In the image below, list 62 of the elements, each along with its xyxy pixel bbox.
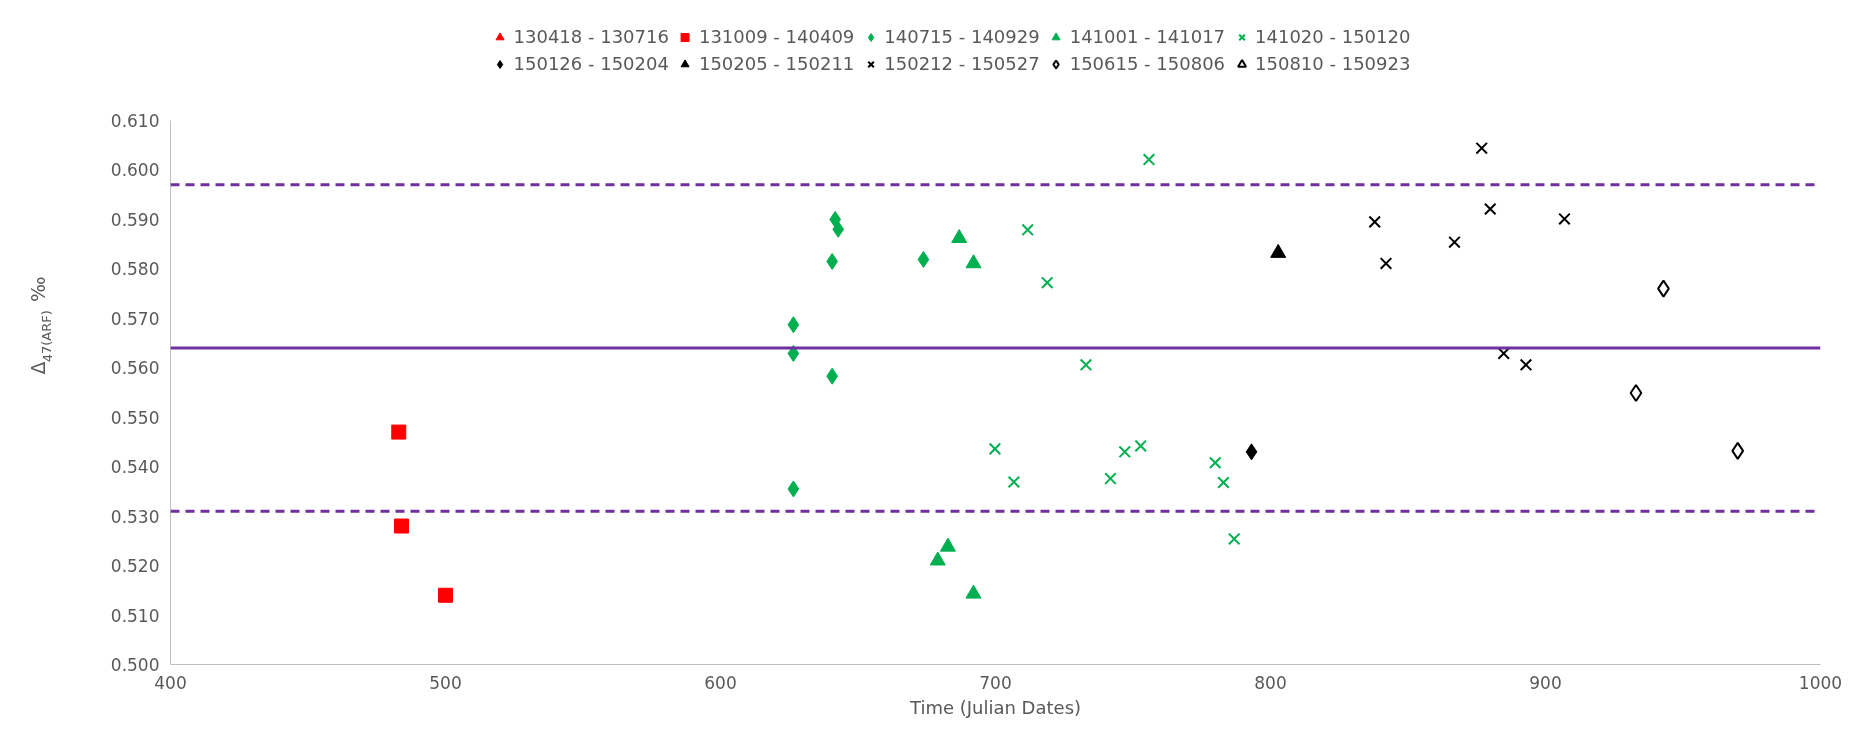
point [1245, 443, 1258, 461]
legend-label: 150810 - 150923 [1255, 53, 1411, 74]
legend-label: 141001 - 141017 [1069, 26, 1226, 47]
point [965, 254, 982, 269]
point [1142, 153, 1156, 166]
x-tick-label: 700 [979, 672, 1012, 693]
legend-label: 141020 - 150120 [1255, 26, 1411, 47]
point [1629, 383, 1643, 402]
point [988, 442, 1002, 456]
y-tick-label: 0.580 [110, 259, 160, 280]
x-tick-label: 900 [1529, 672, 1562, 693]
y-tick-label: 0.560 [110, 358, 160, 379]
point [1007, 475, 1021, 489]
x-tick-label: 400 [154, 672, 187, 693]
x-tick-label: 800 [1254, 672, 1287, 693]
x-tick-label: 1000 [1798, 672, 1843, 693]
y-tick-label: 0.510 [110, 605, 160, 626]
point [1448, 235, 1461, 249]
point [917, 250, 930, 268]
legend-label: 150212 - 150527 [884, 53, 1040, 74]
point [787, 480, 800, 498]
point [1040, 276, 1054, 290]
legend-label: 150126 - 150204 [513, 53, 669, 74]
point [1021, 223, 1034, 237]
x-tick-label: 500 [429, 672, 462, 693]
point [951, 229, 968, 244]
y-tick-label: 0.590 [110, 209, 160, 230]
point [438, 587, 453, 603]
point [1079, 358, 1093, 372]
point [1134, 439, 1147, 453]
y-tick-label: 0.570 [110, 308, 160, 329]
point [1483, 202, 1497, 216]
point [1208, 456, 1222, 470]
point [1104, 472, 1117, 485]
point [1118, 445, 1132, 459]
y-tick-label: 0.610 [110, 111, 160, 131]
y-tick-label: 0.500 [110, 655, 160, 675]
point [1217, 476, 1230, 489]
point [1731, 441, 1745, 460]
legend-label: 131009 - 140409 [698, 26, 855, 47]
legend-label: 130418 - 130716 [513, 26, 669, 47]
point [391, 424, 407, 440]
y-tick-label: 0.550 [110, 407, 160, 428]
point [832, 220, 845, 238]
point [1519, 358, 1533, 372]
point [1475, 141, 1488, 155]
x-tick-label: 600 [704, 672, 737, 693]
point [787, 316, 800, 334]
y-axis-title: Δ47(ARF) ‰ [26, 276, 55, 375]
point [1379, 257, 1393, 270]
legend-label: 140715 - 140929 [884, 26, 1040, 47]
point [1227, 532, 1241, 546]
y-tick-label: 0.540 [110, 457, 160, 478]
y-tick-label: 0.600 [110, 160, 160, 181]
point [394, 518, 409, 534]
point [1368, 215, 1382, 229]
legend-label: 150615 - 150806 [1069, 53, 1226, 74]
x-axis-title: Time (Julian Dates) [908, 696, 1082, 718]
legend-label: 150205 - 150211 [698, 53, 855, 74]
y-tick-label: 0.520 [110, 556, 160, 577]
y-tick-label: 0.530 [110, 506, 160, 527]
point [1558, 212, 1571, 226]
